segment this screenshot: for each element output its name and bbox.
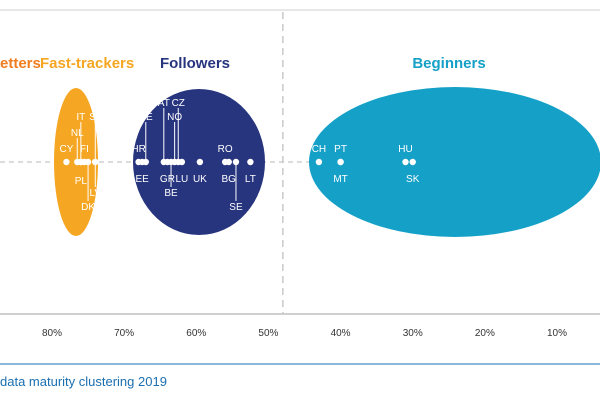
cluster-title-fast-trackers: Fast-trackers — [40, 55, 134, 72]
point-label-sl: SL — [89, 112, 102, 123]
point-label-ee: EE — [136, 174, 150, 185]
point-label-cy: CY — [59, 144, 73, 155]
point-label-ch: CH — [312, 144, 326, 155]
data-point-dk — [84, 158, 92, 166]
point-label-hr: HR — [131, 144, 145, 155]
point-label-dk: DK — [81, 202, 95, 213]
point-label-cz: CZ — [172, 98, 185, 109]
point-label-no: NO — [167, 112, 182, 123]
data-point-lu — [178, 158, 186, 166]
point-label-be: BE — [164, 188, 178, 199]
cluster-bubble-beginners — [309, 87, 600, 237]
chart-caption: data maturity clustering 2019 — [0, 374, 167, 389]
cluster-title-etters: etters — [0, 55, 41, 72]
point-label-se: SE — [229, 202, 243, 213]
x-tick-label: 40% — [331, 328, 351, 339]
point-label-hu: HU — [398, 144, 412, 155]
point-label-bg: BG — [222, 174, 237, 185]
data-point-hu — [402, 158, 409, 166]
data-point-lt — [247, 158, 254, 166]
point-label-gr: GR — [160, 174, 175, 185]
data-point-se — [232, 158, 240, 166]
x-tick-label: 50% — [258, 328, 278, 339]
x-tick-label: 70% — [114, 328, 134, 339]
x-tick-label: 30% — [403, 328, 423, 339]
data-point-bg — [225, 158, 232, 166]
data-point-ch — [315, 158, 323, 166]
point-label-uk: UK — [193, 174, 207, 185]
point-label-pt: PT — [334, 144, 347, 155]
point-label-lt: LT — [245, 174, 256, 185]
point-label-sk: SK — [406, 174, 420, 185]
point-label-mt: MT — [333, 174, 347, 185]
data-point-mt — [337, 158, 344, 166]
point-label-ro: RO — [218, 144, 233, 155]
data-point-cy — [63, 158, 70, 166]
point-label-at: AT — [158, 98, 170, 109]
point-label-nl: NL — [71, 128, 84, 139]
point-label-it: IT — [76, 112, 85, 123]
data-point-sk — [409, 158, 416, 166]
point-label-fi: FI — [80, 144, 89, 155]
point-label-lv: LV — [90, 188, 102, 199]
point-label-lu: LU — [175, 174, 188, 185]
data-point-de — [142, 158, 149, 166]
x-tick-label: 20% — [475, 328, 495, 339]
point-label-pl: PL — [75, 176, 88, 187]
cluster-title-followers: Followers — [160, 55, 230, 72]
cluster-title-beginners: Beginners — [412, 55, 485, 72]
x-tick-label: 10% — [547, 328, 567, 339]
x-tick-label: 80% — [42, 328, 62, 339]
data-point-lv — [92, 158, 99, 166]
point-label-de: DE — [139, 112, 153, 123]
data-point-uk — [196, 158, 204, 166]
x-tick-label: 60% — [186, 328, 206, 339]
